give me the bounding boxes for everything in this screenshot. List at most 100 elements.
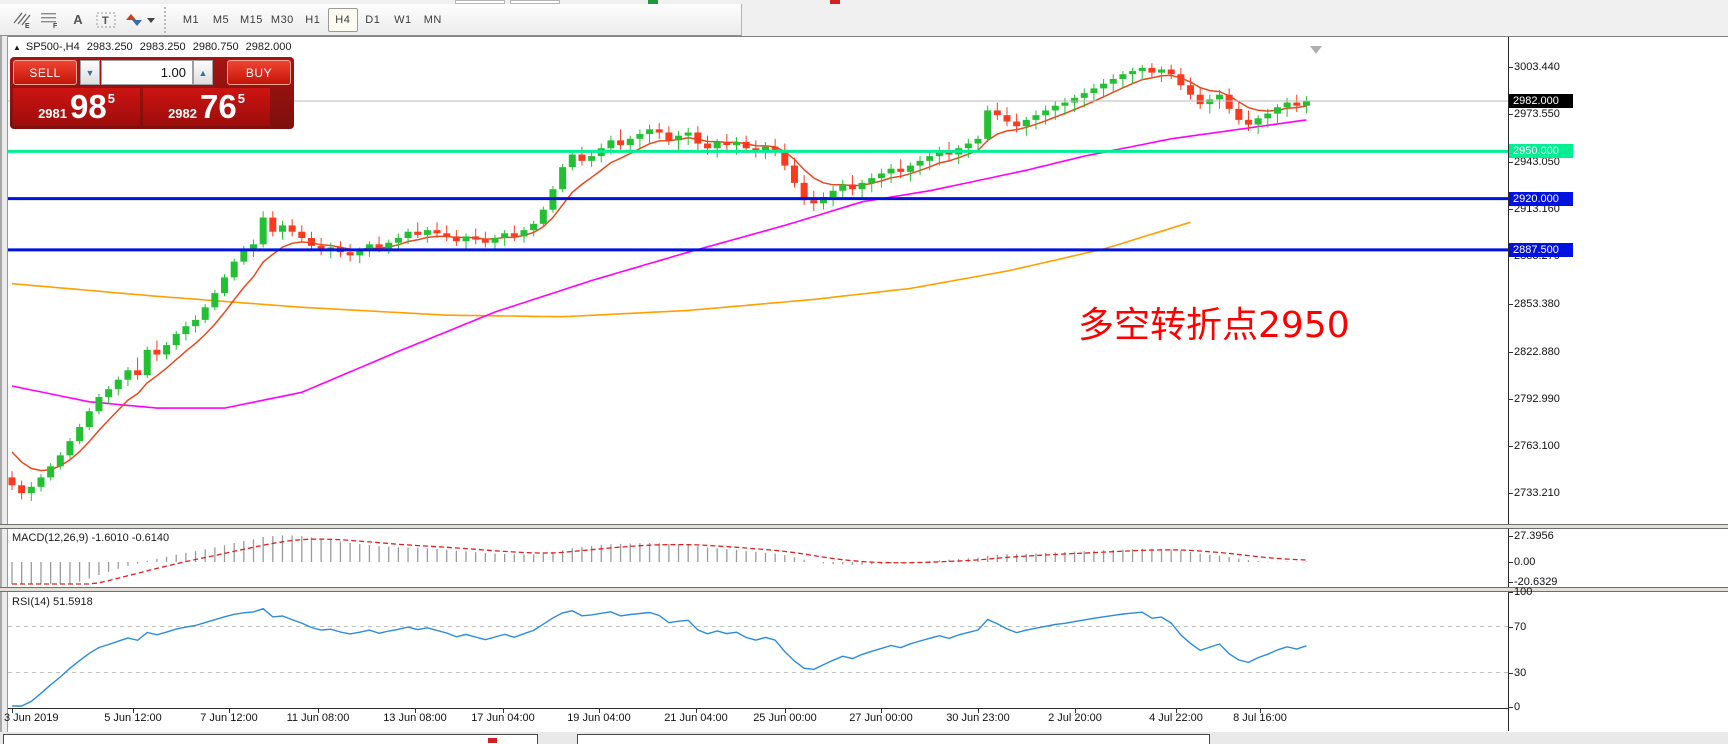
candle-body [404,231,412,239]
timeframe-bar: M1 M5 M15 M30 H1 H4 D1 W1 MN [176,7,448,32]
candle-body [559,167,567,190]
candle-body [1254,118,1262,125]
timeframe-button-H4[interactable]: H4 [327,7,358,32]
timeframe-button-M30[interactable]: M30 [270,13,294,26]
time-tick-mark [785,709,786,713]
candle-body [607,140,615,149]
collapse-arrow-icon[interactable]: ▲ [13,43,21,52]
candle-body [984,110,992,139]
candle-body [501,233,509,239]
candle-body [1148,67,1156,73]
sell-price-big: 98 [69,88,107,125]
one-click-trading-widget: SELL ▼ ▲ BUY 2981 98 5 2982 76 5 [10,57,294,129]
candle-body [66,441,74,456]
price-tick-label: 2822.880 [1514,346,1560,358]
buy-price-sup: 5 [237,91,245,106]
volume-input[interactable] [101,60,193,85]
price-tick-label: 2763.100 [1514,440,1560,452]
candle-body [1071,97,1079,103]
low-value: 2980.750 [192,41,239,53]
arrows-dropdown-icon [126,13,155,26]
mid-ma-line [11,119,1307,409]
rsi-panel-splitter[interactable] [0,587,1728,592]
macd-panel-splitter[interactable] [0,524,1728,529]
label-tool-icon[interactable]: T [92,8,120,32]
volume-down-button[interactable]: ▼ [80,60,100,85]
candle-body [1051,105,1059,111]
hline-price-badge[interactable]: 2887.500 [1509,243,1573,257]
timeframe-button-D1[interactable]: D1 [365,13,381,26]
time-tick-mark [133,709,134,713]
candle-body [993,110,1001,116]
clipped-green-icon-fragment [648,0,658,4]
candle-body [906,165,914,172]
price-tick-mark [1508,209,1513,210]
candle-body [964,143,972,149]
price-tick-label: 2853.380 [1514,298,1560,310]
buy-price-small: 2982 [168,106,197,121]
candle-body [230,261,238,278]
candle-body [192,319,200,327]
candle-body [37,477,45,487]
candle-body [1216,94,1223,100]
timeframe-button-M5[interactable]: M5 [212,13,230,26]
candle-body [443,233,451,237]
timeframe-button-H1[interactable]: H1 [305,13,321,26]
time-axis-label: 21 Jun 04:00 [664,712,728,724]
candle-body [288,225,296,232]
candle-body [916,160,924,166]
price-tick-label: 3003.440 [1514,61,1560,73]
candle-body [259,217,267,245]
clipped-input-fragment [455,0,505,4]
pattern-tool-icon[interactable]: E [8,8,36,32]
sell-price-tile[interactable]: 2981 98 5 [13,88,140,126]
sell-button[interactable]: SELL [13,60,77,85]
buy-button[interactable]: BUY [227,60,291,85]
candle-body [124,370,132,380]
price-tick-label: 2792.990 [1514,393,1560,405]
grid-tool-icon[interactable]: F [36,8,64,32]
candle-body [588,156,596,161]
time-tick-mark [696,709,697,713]
timeframe-button-M15[interactable]: M15 [240,13,263,26]
timeframe-button-W1[interactable]: W1 [394,13,412,26]
toolbar-separator [164,6,170,33]
close-value: 2982.000 [245,41,292,53]
candle-body [346,252,354,256]
candle-body [665,132,673,141]
volume-up-button[interactable]: ▲ [193,60,213,85]
chart-shift-marker-icon [1310,46,1322,54]
candle-body [1090,88,1098,94]
candle-body [1119,74,1127,79]
candle-body [810,200,818,204]
candle-body [790,165,798,183]
price-tick-label: 2973.550 [1514,108,1560,120]
candle-body [675,135,683,141]
time-axis-label: 3 Jun 2019 [4,712,59,724]
candle-body [887,168,895,174]
timeframe-button-M1[interactable]: M1 [182,13,200,26]
candle-body [1100,83,1108,89]
buy-price-tile[interactable]: 2982 76 5 [143,88,270,126]
text-tool-icon[interactable]: A [73,12,83,27]
candle-body [617,140,625,146]
grid-icon: F [41,12,58,29]
candle-body [646,129,654,135]
price-tick-label: 2913.160 [1514,203,1560,215]
candle-body [298,231,306,239]
candle-body [781,149,789,166]
candle-body [520,230,528,237]
hline-price-badge[interactable]: 2950.000 [1509,144,1573,158]
time-axis-label: 7 Jun 12:00 [200,712,258,724]
clipped-panel-box [577,734,1210,744]
price-tick-label: 2943.050 [1514,156,1560,168]
price-tick-mark [1508,67,1513,68]
time-axis-label: 8 Jul 16:00 [1233,712,1287,724]
arrows-tool-icon[interactable] [120,8,160,32]
timeframe-button-MN[interactable]: MN [423,13,442,26]
hline-price-badge[interactable]: 2920.000 [1509,192,1573,206]
candle-body [423,230,431,235]
clipped-panel-box [3,734,538,744]
rsi-tick-mark [1508,707,1513,708]
